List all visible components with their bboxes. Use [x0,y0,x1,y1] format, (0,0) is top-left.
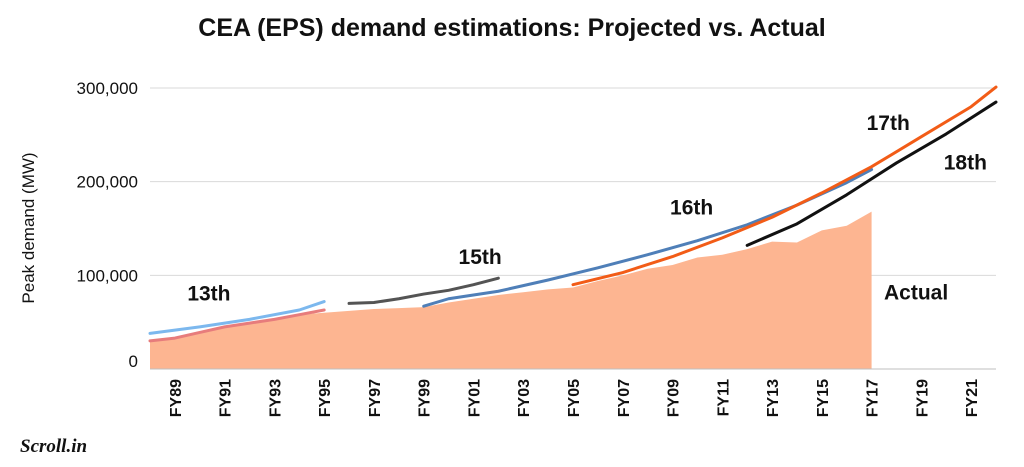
x-tick-label: FY03 [516,379,533,417]
x-tick-label: FY13 [765,379,782,417]
x-tick-label: FY19 [914,379,931,417]
series-label-16th: 16th [670,196,713,219]
series-line-13th [148,300,326,335]
actual-area [150,211,872,369]
x-tick-label: FY01 [466,379,483,417]
x-tick-label: FY05 [566,379,583,417]
y-tick-label: 200,000 [77,173,138,192]
x-tick-label: FY99 [417,379,434,417]
series-line-17th [571,85,998,287]
x-tick-label: FY07 [616,379,633,417]
x-tick-label: FY95 [317,379,334,417]
axes: 0 100,000 200,000 300,000 FY89 FY91 FY93 FY95 FY… [77,79,996,417]
x-tick-label: FY11 [715,379,732,416]
chart-title: CEA (EPS) demand estimations: Projected … [198,14,825,42]
series-layer [148,85,998,343]
series-line-18th [745,100,998,247]
series-label-18th: 18th [944,151,987,174]
x-tick-label: FY97 [367,379,384,417]
y-axis-label: Peak demand (MW) [19,152,38,303]
series-label-15th: 15th [459,246,502,269]
x-tick-label: FY91 [218,379,235,417]
series-line-15th [347,276,500,305]
x-tick-label: FY15 [815,379,832,417]
x-tick-label: FY93 [267,379,284,417]
x-tick-label: FY17 [865,379,882,417]
x-tick-label: FY21 [964,379,981,417]
y-tick-label: 100,000 [77,266,138,285]
series-label-17th: 17th [867,112,910,135]
series-line-13th [148,308,326,343]
actual-area-layer [150,211,872,369]
series-label-13th: 13th [187,283,230,306]
scroll-logo: Scroll.in [20,436,87,457]
y-tick-label: 0 [129,352,138,371]
x-tick-label: FY09 [666,379,683,417]
series-labels: 13th 15th 16th 17th 18th Actual [187,112,987,305]
y-tick-label: 300,000 [77,79,138,98]
x-tick-label: FY89 [168,379,185,417]
series-label-actual: Actual [884,282,948,305]
